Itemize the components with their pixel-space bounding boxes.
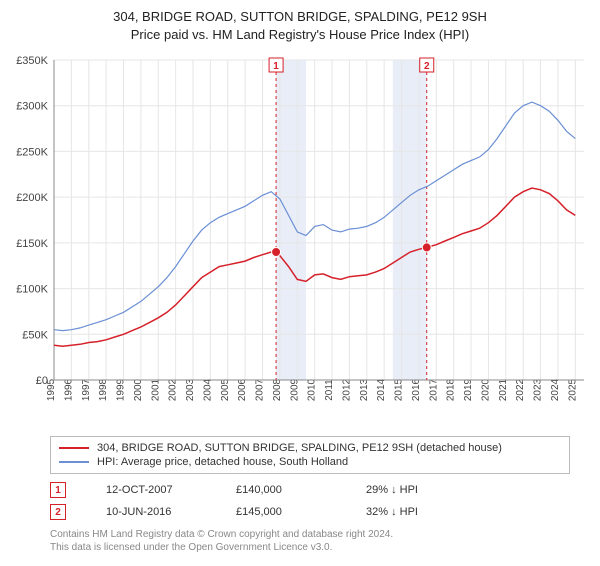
svg-text:£50K: £50K xyxy=(22,330,48,342)
legend-label-hpi: HPI: Average price, detached house, Sout… xyxy=(97,456,348,468)
svg-text:1996: 1996 xyxy=(63,379,74,402)
sale-delta-2: 32% ↓ HPI xyxy=(366,506,456,518)
footer-licence: This data is licensed under the Open Gov… xyxy=(50,541,588,554)
svg-text:2000: 2000 xyxy=(133,379,144,402)
svg-text:2010: 2010 xyxy=(307,379,318,402)
svg-text:2018: 2018 xyxy=(446,379,457,402)
svg-text:1999: 1999 xyxy=(116,379,127,402)
sale-date-2: 10-JUN-2016 xyxy=(106,506,196,518)
svg-text:2020: 2020 xyxy=(480,379,491,402)
svg-text:1995: 1995 xyxy=(46,379,57,402)
sale-marker-2: 2 xyxy=(50,504,66,520)
svg-text:2007: 2007 xyxy=(255,379,266,402)
svg-text:2008: 2008 xyxy=(272,379,283,402)
sale-marker-1: 1 xyxy=(50,482,66,498)
sale-price-1: £140,000 xyxy=(236,484,326,496)
sale-row-1: 1 12-OCT-2007 £140,000 29% ↓ HPI xyxy=(50,482,588,498)
svg-text:2017: 2017 xyxy=(428,379,439,402)
svg-text:2001: 2001 xyxy=(150,379,161,402)
svg-text:2015: 2015 xyxy=(394,379,405,402)
svg-text:2004: 2004 xyxy=(202,379,213,402)
svg-text:1997: 1997 xyxy=(81,379,92,402)
legend: 304, BRIDGE ROAD, SUTTON BRIDGE, SPALDIN… xyxy=(50,436,570,474)
chart-title-address: 304, BRIDGE ROAD, SUTTON BRIDGE, SPALDIN… xyxy=(12,8,588,26)
svg-text:£100K: £100K xyxy=(16,284,48,296)
svg-text:2003: 2003 xyxy=(185,379,196,402)
svg-text:1998: 1998 xyxy=(98,379,109,402)
sale-date-1: 12-OCT-2007 xyxy=(106,484,196,496)
svg-text:2021: 2021 xyxy=(498,379,509,402)
svg-text:2023: 2023 xyxy=(533,379,544,402)
svg-text:2006: 2006 xyxy=(237,379,248,402)
svg-text:£300K: £300K xyxy=(16,101,48,113)
svg-text:2019: 2019 xyxy=(463,379,474,402)
svg-text:1: 1 xyxy=(273,61,279,72)
sale-row-2: 2 10-JUN-2016 £145,000 32% ↓ HPI xyxy=(50,504,588,520)
svg-text:2013: 2013 xyxy=(359,379,370,402)
legend-swatch-property xyxy=(59,447,89,449)
footer-copyright: Contains HM Land Registry data © Crown c… xyxy=(50,528,588,541)
svg-text:£150K: £150K xyxy=(16,238,48,250)
svg-text:2005: 2005 xyxy=(220,379,231,402)
svg-text:2025: 2025 xyxy=(567,379,578,402)
svg-text:2022: 2022 xyxy=(515,379,526,402)
svg-text:2016: 2016 xyxy=(411,379,422,402)
legend-label-property: 304, BRIDGE ROAD, SUTTON BRIDGE, SPALDIN… xyxy=(97,442,502,454)
svg-text:2009: 2009 xyxy=(289,379,300,402)
chart-svg: £0£50K£100K£150K£200K£250K£300K£350K1995… xyxy=(12,50,588,430)
price-chart: £0£50K£100K£150K£200K£250K£300K£350K1995… xyxy=(12,50,588,430)
legend-swatch-hpi xyxy=(59,461,89,463)
svg-text:£200K: £200K xyxy=(16,193,48,205)
legend-item-property: 304, BRIDGE ROAD, SUTTON BRIDGE, SPALDIN… xyxy=(59,441,561,455)
svg-text:2012: 2012 xyxy=(341,379,352,402)
svg-text:£350K: £350K xyxy=(16,55,48,67)
svg-text:2024: 2024 xyxy=(550,379,561,402)
chart-title-subtitle: Price paid vs. HM Land Registry's House … xyxy=(12,26,588,44)
svg-text:£250K: £250K xyxy=(16,147,48,159)
sale-price-2: £145,000 xyxy=(236,506,326,518)
svg-text:2002: 2002 xyxy=(168,379,179,402)
svg-text:2014: 2014 xyxy=(376,379,387,402)
sale-delta-1: 29% ↓ HPI xyxy=(366,484,456,496)
legend-item-hpi: HPI: Average price, detached house, Sout… xyxy=(59,455,561,469)
svg-text:2: 2 xyxy=(424,61,430,72)
svg-text:2011: 2011 xyxy=(324,379,335,401)
